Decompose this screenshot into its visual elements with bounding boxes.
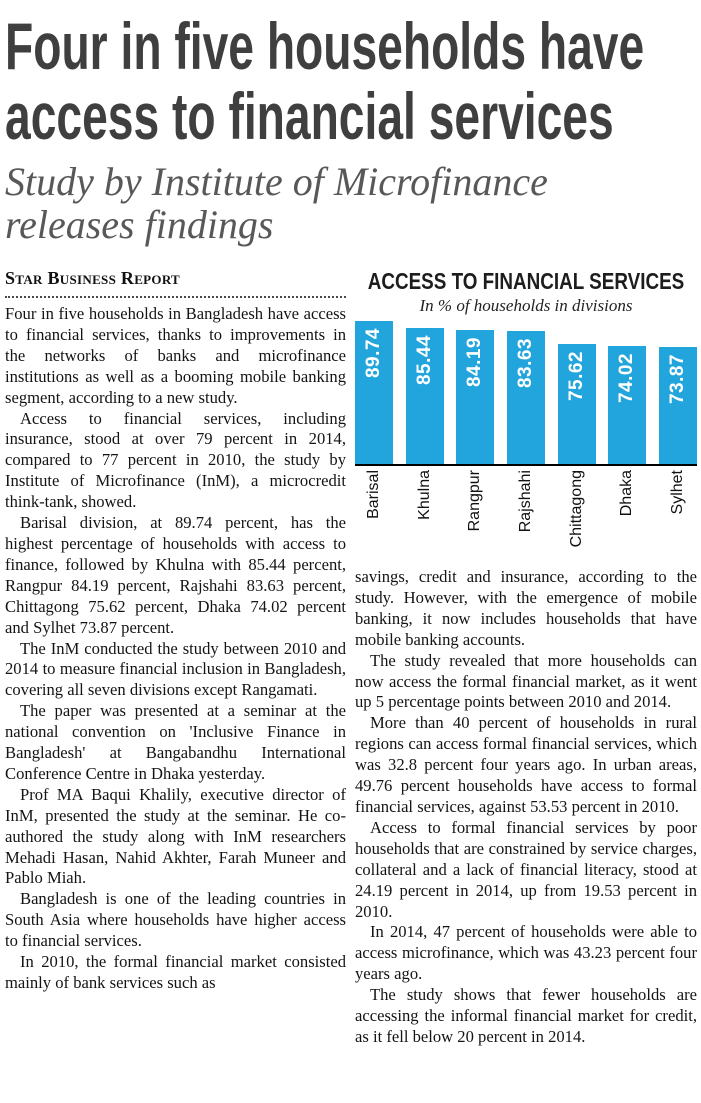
chart-bars: 89.74 85.44 84.19 83.63 75.62 74.02 73.87 (355, 321, 697, 464)
left-column-text: Four in five households in Bangladesh ha… (5, 304, 346, 994)
chart-title: ACCESS TO FINANCIAL SERVICES (367, 268, 685, 294)
chart-subtitle: In % of households in divisions (419, 296, 633, 315)
chart-axis-line (355, 464, 697, 466)
byline: Star Business Report (5, 268, 181, 288)
bar-rajshahi: 83.63 (506, 321, 545, 464)
headline-line-1: Four in five households have (5, 9, 645, 83)
body-paragraph: Access to financial services, including … (5, 408, 346, 512)
bar-value-label: 83.63 (514, 338, 536, 389)
body-paragraph: Four in five households in Bangladesh ha… (5, 304, 346, 407)
article-subheadline: Study by Institute of Microfinance relea… (5, 159, 548, 248)
left-column: Star Business Report Four in five househ… (5, 268, 346, 994)
right-column-text: savings, credit and insurance, according… (355, 567, 697, 1048)
headline-line-2: access to financial services (5, 78, 614, 153)
bar-category-label: Dhaka (618, 470, 636, 517)
bar-chart: ACCESS TO FINANCIAL SERVICES In % of hou… (355, 268, 697, 562)
bar-category-label: Rajshahi (516, 470, 534, 533)
body-paragraph: In 2010, the formal financial market con… (5, 952, 346, 992)
article-headline: Four in five households have access to f… (5, 9, 677, 153)
bar-khulna: 85.44 (405, 321, 444, 464)
bar-value-label: 84.19 (464, 337, 486, 388)
bar-value-label: 74.02 (616, 353, 638, 404)
body-paragraph: Access to formal financial services by p… (355, 817, 697, 921)
right-column: ACCESS TO FINANCIAL SERVICES In % of hou… (355, 268, 697, 1048)
bar-category-label: Sylhet (668, 470, 686, 515)
body-paragraph: The study revealed that more households … (355, 650, 697, 712)
chart-category-labels: Barisal Khulna Rangpur Rajshahi Chittagong Dh… (355, 466, 697, 562)
bar-value-label: 89.74 (363, 328, 384, 379)
bar-value-label: 85.44 (413, 335, 435, 386)
bar-category-label: Chittagong (567, 470, 585, 548)
subheadline-line-1: Study by Institute of Microfinance (5, 159, 548, 204)
dotted-divider (5, 296, 346, 298)
body-paragraph: The paper was presented at a seminar at … (5, 701, 346, 783)
bar-barisal: 89.74 (355, 321, 393, 464)
body-paragraph: The study shows that fewer households ar… (355, 985, 697, 1046)
body-paragraph: The InM conducted the study between 2010… (5, 638, 346, 700)
bar-rangpur: 84.19 (456, 321, 495, 464)
bar-chittagong: 75.62 (557, 321, 596, 464)
body-paragraph: savings, credit and insurance, according… (355, 567, 697, 649)
bar-category-label: Barisal (365, 470, 382, 519)
body-paragraph: In 2014, 47 percent of households were a… (355, 922, 697, 984)
bar-sylhet: 73.87 (658, 321, 697, 464)
body-paragraph: More than 40 percent of households in ru… (355, 713, 697, 816)
bar-value-label: 73.87 (666, 353, 688, 404)
bar-category-label: Khulna (415, 470, 433, 520)
body-paragraph: Bangladesh is one of the leading countri… (5, 889, 346, 951)
body-paragraph: Barisal division, at 89.74 percent, has … (5, 513, 346, 637)
body-paragraph: Prof MA Baqui Khalily, executive directo… (5, 784, 346, 888)
bar-category-label: Rangpur (466, 470, 484, 532)
bar-dhaka: 74.02 (608, 321, 647, 464)
article-body: Star Business Report Four in five househ… (5, 268, 697, 1103)
bar-value-label: 75.62 (565, 350, 587, 401)
subheadline-line-2: releases findings (5, 202, 274, 248)
